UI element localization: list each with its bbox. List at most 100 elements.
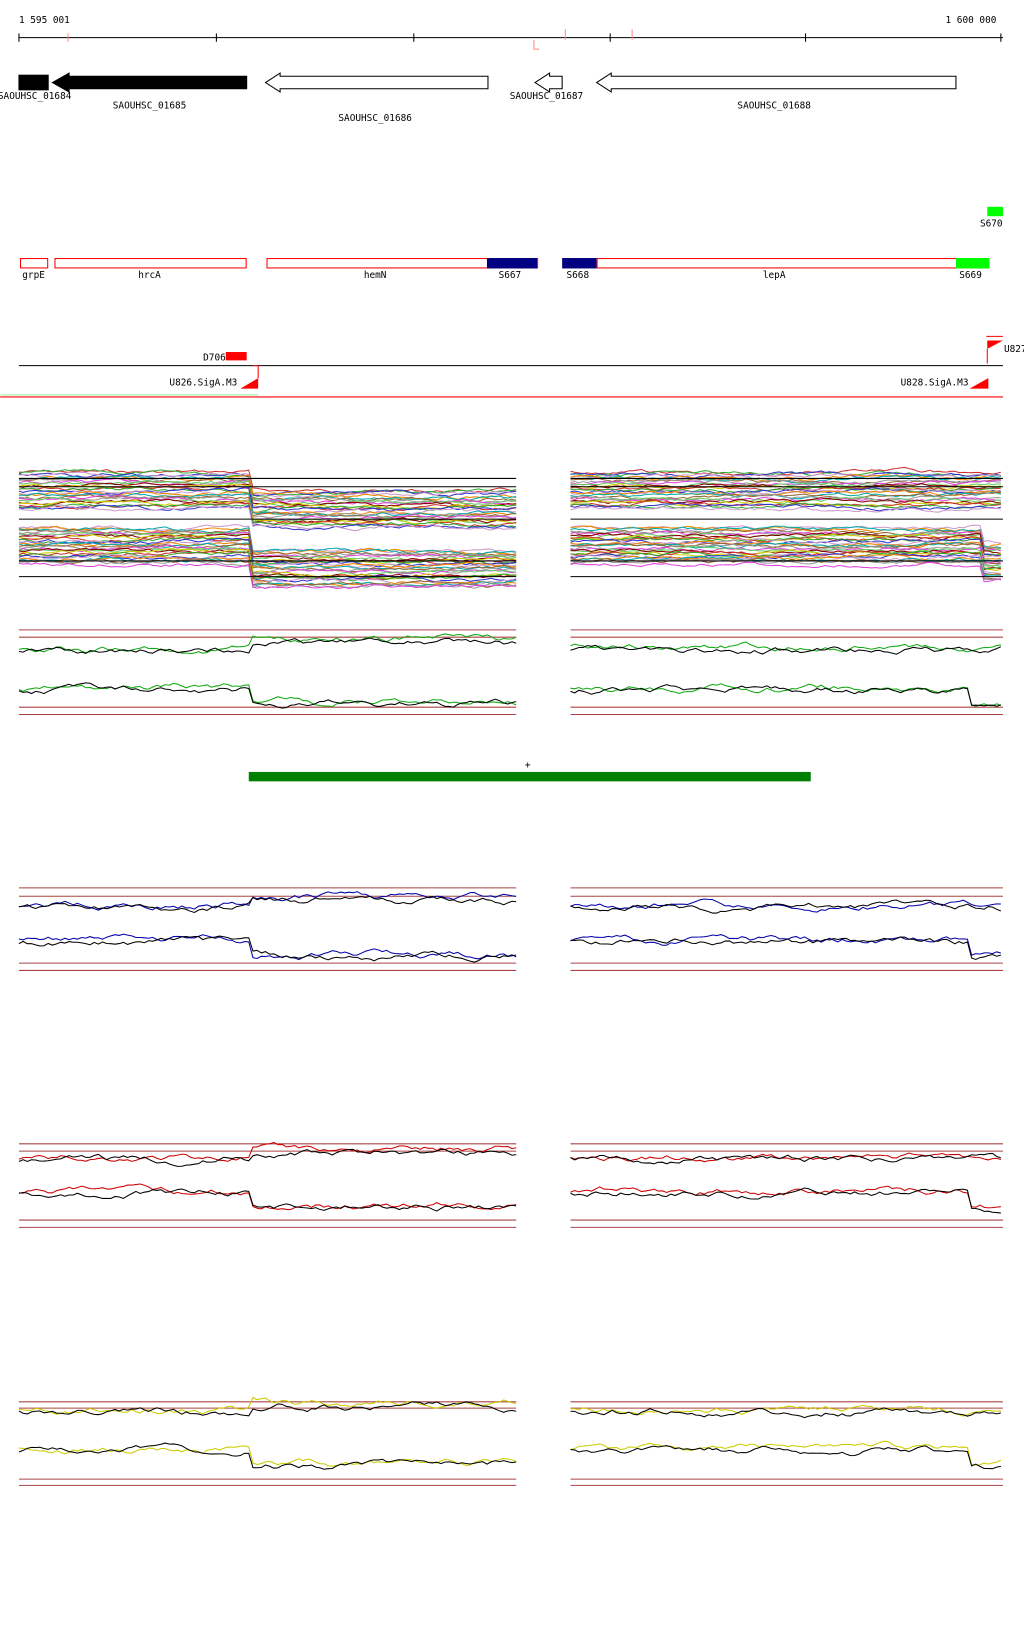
track-line (570, 478, 1001, 487)
ruler (18, 33, 1003, 42)
track-line (18, 1401, 517, 1417)
feature-label: S670 (980, 219, 1003, 230)
track-line (18, 541, 517, 570)
track-line (18, 533, 517, 563)
track-line (570, 490, 1002, 497)
track-line (18, 476, 517, 504)
track-line (570, 466, 1001, 477)
track-line (18, 558, 517, 588)
ruler-marks (67, 29, 633, 50)
track-line (570, 561, 1001, 583)
track-line (18, 504, 517, 531)
track-line (570, 533, 1002, 556)
track-line (18, 492, 517, 517)
track-line (570, 1404, 1001, 1417)
track-line (18, 479, 517, 507)
gene-label: SAOUHSC_01686 (338, 113, 412, 124)
track-line (570, 641, 1001, 653)
track-line (18, 933, 517, 961)
track-line (570, 532, 1001, 552)
track-line (18, 469, 517, 497)
track-line (18, 562, 517, 590)
ruler-start: 1 595 001 (19, 15, 70, 26)
track-line (18, 543, 517, 573)
track-line (18, 935, 517, 963)
gene-label: SAOUHSC_01688 (737, 101, 811, 112)
track-line (18, 471, 517, 498)
track-line (570, 1445, 1001, 1470)
track-line (18, 1188, 517, 1212)
track-line (570, 1185, 1001, 1209)
track-line (18, 531, 517, 561)
track-line (570, 936, 1001, 961)
strand-label: + (525, 760, 531, 771)
track-line (18, 682, 517, 708)
track-line (18, 633, 517, 655)
segment-label: U827 (1004, 344, 1024, 355)
track-line (18, 547, 517, 578)
track-line (570, 505, 1001, 513)
feature-label: lepA (763, 270, 786, 281)
track-line (570, 1407, 1001, 1419)
track-line (570, 899, 1002, 914)
track-line (570, 898, 1001, 913)
track-line (570, 1440, 1002, 1466)
track-line (18, 1141, 517, 1162)
track-line (18, 504, 517, 532)
track-line (18, 474, 517, 501)
track-line (18, 895, 517, 914)
track-line (570, 644, 1002, 655)
track-line (18, 1183, 517, 1211)
track-line (18, 499, 517, 525)
segments (0, 335, 1003, 398)
feature-label: grpE (22, 270, 45, 281)
track-line (18, 556, 517, 587)
track-line (18, 486, 517, 514)
strand-bar (248, 771, 811, 782)
feature-label: S668 (566, 270, 589, 281)
track-line (18, 1396, 517, 1415)
track-line (570, 684, 1002, 707)
track-line (570, 502, 1002, 512)
segment-label: D706 (203, 352, 226, 363)
track-line (18, 528, 517, 559)
track-line (18, 1442, 517, 1470)
track-line (570, 555, 1001, 577)
track-line (570, 1152, 1002, 1165)
expression-tracks (18, 466, 1003, 1486)
track-line (570, 470, 1002, 479)
gene-label: SAOUHSC_01685 (113, 101, 186, 112)
track-line (570, 530, 1002, 552)
track-line (18, 529, 517, 557)
gene-label: SAOUHSC_01687 (510, 91, 584, 102)
track-line (570, 525, 1001, 549)
track-line (18, 547, 517, 579)
track-line (570, 481, 1001, 488)
track-line (570, 537, 1001, 557)
track-line (18, 526, 517, 556)
track-line (570, 496, 1001, 505)
track-line (18, 468, 517, 495)
track-line (570, 494, 1001, 502)
segment-label: U828.SigA.M3 (901, 377, 969, 388)
segment-label: U826.SigA.M3 (169, 377, 237, 388)
track-line (18, 539, 517, 569)
feature-label: S667 (499, 270, 522, 281)
track-line (570, 934, 1002, 956)
track-line (18, 682, 517, 709)
gene-label: SAOUHSC_01684 (0, 91, 72, 102)
track-line (18, 474, 517, 502)
track-line (570, 529, 1002, 550)
feature-label: hrcA (138, 270, 161, 281)
track-line (18, 1148, 517, 1167)
feature-label: S669 (959, 270, 982, 281)
gene-arrows (18, 72, 957, 93)
track-line (570, 1187, 1001, 1214)
track-line (570, 525, 1001, 549)
track-line (570, 552, 1001, 575)
track-line (18, 637, 517, 654)
track-line (18, 551, 517, 582)
ruler-end: 1 600 000 (946, 15, 997, 26)
